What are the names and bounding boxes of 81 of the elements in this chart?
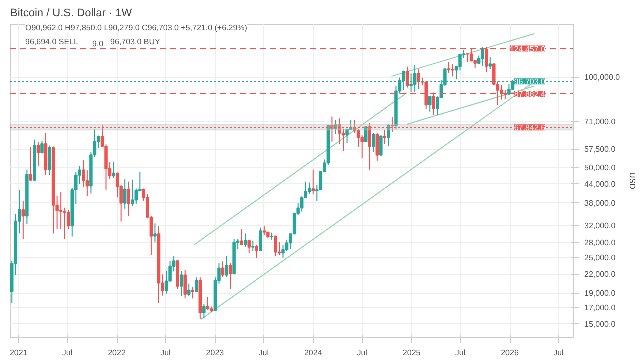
candlestick [112, 161, 116, 179]
candlestick [228, 262, 232, 290]
candlestick [180, 270, 184, 298]
candlestick [417, 68, 420, 90]
candlestick [36, 142, 40, 168]
candlestick [255, 244, 259, 259]
y-tick-label: 19,000.0 [584, 289, 616, 298]
annotation: O90,962.0 H97,850.0 L90,279.0 C96,703.0 +5,721.0 (+6.29%) [26, 24, 248, 32]
y-tick-label: 38,000.0 [584, 198, 616, 208]
candlestick [248, 239, 251, 254]
candlestick [40, 140, 44, 154]
y-tick-label: 57,500.0 [584, 145, 616, 154]
candlestick [372, 132, 376, 153]
candlestick [380, 134, 383, 156]
candlestick [184, 269, 187, 300]
y-tick-label: 28,000.0 [584, 238, 616, 248]
ref-line-label: 67,842.6 [514, 124, 546, 133]
x-tick-label: Jul [455, 348, 466, 358]
ref-line-label: 87,882.4 [514, 90, 546, 99]
candlestick [221, 261, 225, 278]
x-tick-label: Jul [258, 348, 270, 358]
candlestick [383, 130, 387, 145]
x-tick-label: Jul [357, 348, 368, 358]
ref-line-label: 96,703.0 [514, 78, 546, 87]
candlestick [387, 124, 390, 147]
candlestick [127, 181, 130, 217]
candlestick [508, 84, 511, 96]
candlestick [312, 169, 316, 195]
y-tick-label: 100,000.0 [584, 73, 621, 82]
x-tick-label: Jul [62, 348, 73, 358]
x-tick-label: 2024 [304, 348, 323, 358]
y-tick-label: 71,000.0 [584, 118, 616, 127]
y-axis-title: USD [628, 172, 638, 190]
candlestick [187, 283, 191, 298]
annotation: 96,694.0 SELL [26, 38, 79, 46]
x-tick-label: 2021 [10, 348, 28, 358]
candlestick [202, 304, 206, 320]
candlestick [195, 277, 198, 293]
annotation: 96,703.0 BUY [110, 38, 161, 46]
candlestick [308, 182, 312, 195]
candlestick [123, 179, 127, 210]
candlestick [130, 179, 134, 207]
annotation: 9.0 [92, 40, 104, 48]
y-tick-label: 17,000.0 [584, 304, 616, 313]
y-tick-label: 50,000.0 [584, 163, 616, 172]
x-tick-label: 2022 [108, 348, 126, 358]
candlestick [244, 233, 248, 248]
candlestick [86, 170, 90, 197]
x-tick-label: 2026 [501, 348, 520, 358]
y-tick-label: 15,000.0 [584, 320, 616, 329]
candlestick [451, 64, 454, 78]
candlestick [259, 227, 262, 252]
candlestick [22, 200, 26, 240]
chart-title: Bitcoin / U.S. Dollar · 1W [10, 8, 133, 20]
candlestick [59, 192, 63, 230]
candlestick [240, 228, 244, 246]
x-tick-label: Jul [160, 348, 172, 358]
x-tick-label: Jul [554, 348, 564, 358]
candlestick [206, 296, 210, 310]
x-tick-label: 2025 [402, 348, 422, 358]
ref-line-label: 124,457.0 [510, 44, 546, 54]
candlestick [406, 66, 410, 88]
y-tick-label: 25,000.0 [584, 253, 616, 262]
candlestick [481, 46, 484, 67]
x-tick-label: 2023 [206, 348, 225, 358]
candlestick [252, 240, 255, 252]
candlestick [274, 235, 278, 257]
candlestick [364, 126, 368, 143]
candlestick [428, 96, 432, 112]
y-tick-label: 22,000.0 [584, 270, 616, 280]
y-tick-label: 44,000.0 [584, 180, 616, 189]
candlestick [29, 146, 33, 182]
candlestick [447, 62, 451, 74]
candlestick [346, 128, 349, 144]
candlestick [225, 256, 228, 278]
candlestick [488, 56, 492, 70]
candlestick [48, 145, 52, 176]
candlestick [376, 132, 380, 162]
candlestick [191, 286, 195, 300]
y-tick-label: 32,000.0 [584, 221, 616, 230]
candlestick [154, 223, 157, 244]
